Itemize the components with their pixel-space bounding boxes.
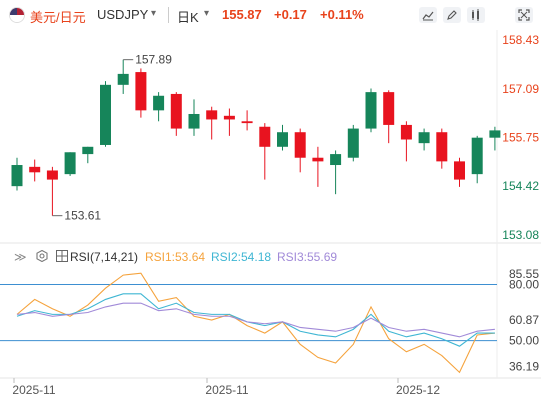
candle-body xyxy=(259,126,271,147)
date-axis-label: 2025-11 xyxy=(12,383,55,397)
header-bar: 美元/日元 USDJPY ▾ 日K ▾ 155.87 +0.17 +0.11% xyxy=(0,0,541,30)
candle-body xyxy=(330,154,342,166)
candle-body xyxy=(11,165,23,187)
indicator-grid-icon[interactable] xyxy=(56,250,68,262)
pair-title[interactable]: 美元/日元 xyxy=(30,10,86,25)
rsi-axis-label: 80.00 xyxy=(509,277,539,291)
candle-body xyxy=(312,157,324,162)
collapse-icon[interactable]: ≫ xyxy=(14,250,27,264)
rsi-axis-label: 60.87 xyxy=(509,313,539,327)
candle-body xyxy=(400,124,412,140)
candle-body xyxy=(153,95,165,111)
candle-body xyxy=(170,93,182,129)
low-annotation: 153.61 xyxy=(64,209,101,223)
price-axis-label: 154.42 xyxy=(502,179,539,193)
rsi3-line xyxy=(16,302,495,338)
us-japan-flag-icon xyxy=(10,8,24,22)
price-axis-label: 155.75 xyxy=(502,131,539,145)
candle-body xyxy=(347,128,359,158)
candle-body xyxy=(489,130,501,138)
chevron-down-icon[interactable]: ▾ xyxy=(151,8,157,19)
candle-body xyxy=(188,113,200,129)
price-axis-label: 157.09 xyxy=(502,82,539,96)
rsi-axis-label: 50.00 xyxy=(509,334,539,348)
chevron-down-icon[interactable]: ▾ xyxy=(204,8,210,19)
last-price: 155.87 xyxy=(222,7,262,22)
period-selector[interactable]: 日K xyxy=(177,10,199,25)
candle-body xyxy=(436,132,448,162)
candle-body xyxy=(294,132,306,158)
rsi2-line xyxy=(16,293,495,347)
candle-body xyxy=(117,73,129,85)
price-axis-label: 153.08 xyxy=(502,228,539,242)
candle-body xyxy=(100,84,111,145)
edit-icon[interactable] xyxy=(443,7,461,23)
rsi-axis-label: 36.19 xyxy=(509,359,539,373)
candle-body xyxy=(277,132,288,147)
symbol-selector[interactable]: USDJPY xyxy=(97,7,149,22)
rsi-axis-label: 85.55 xyxy=(509,267,539,281)
divider xyxy=(168,7,169,23)
rsi1-line xyxy=(16,272,495,374)
rsi-legend: ≫ RSI(7,14,21) RSI1:53.64 RSI2:54.18 RSI… xyxy=(0,248,400,264)
candle-body xyxy=(241,121,253,124)
price-change-percent: +0.11% xyxy=(320,7,364,22)
candle-body xyxy=(64,152,76,175)
date-axis-label: 2025-11 xyxy=(205,383,248,397)
candle-body xyxy=(135,72,147,111)
candle-body xyxy=(383,92,395,125)
compare-icon[interactable] xyxy=(467,7,485,23)
candle-body xyxy=(206,110,218,120)
rsi3-value: RSI3:55.69 xyxy=(277,250,338,264)
high-annotation: 157.89 xyxy=(135,53,172,67)
candle-body xyxy=(418,132,430,144)
rsi-label[interactable]: RSI(7,14,21) xyxy=(70,250,139,264)
rsi2-value: RSI2:54.18 xyxy=(211,250,272,264)
settings-icon[interactable] xyxy=(36,250,48,262)
candle-body xyxy=(46,170,58,180)
price-axis-label: 158.43 xyxy=(502,33,539,47)
fullscreen-icon[interactable] xyxy=(515,7,533,23)
price-change: +0.17 xyxy=(274,7,307,22)
candle-body xyxy=(471,137,483,175)
candle-body xyxy=(365,92,377,129)
draw-tools-icon[interactable] xyxy=(419,7,437,23)
candle-body xyxy=(82,146,94,155)
date-axis-label: 2025-12 xyxy=(396,383,440,397)
candle-body xyxy=(454,161,465,180)
candle-body xyxy=(29,166,41,173)
rsi1-value: RSI1:53.64 xyxy=(145,250,206,264)
candle-body xyxy=(223,115,235,120)
